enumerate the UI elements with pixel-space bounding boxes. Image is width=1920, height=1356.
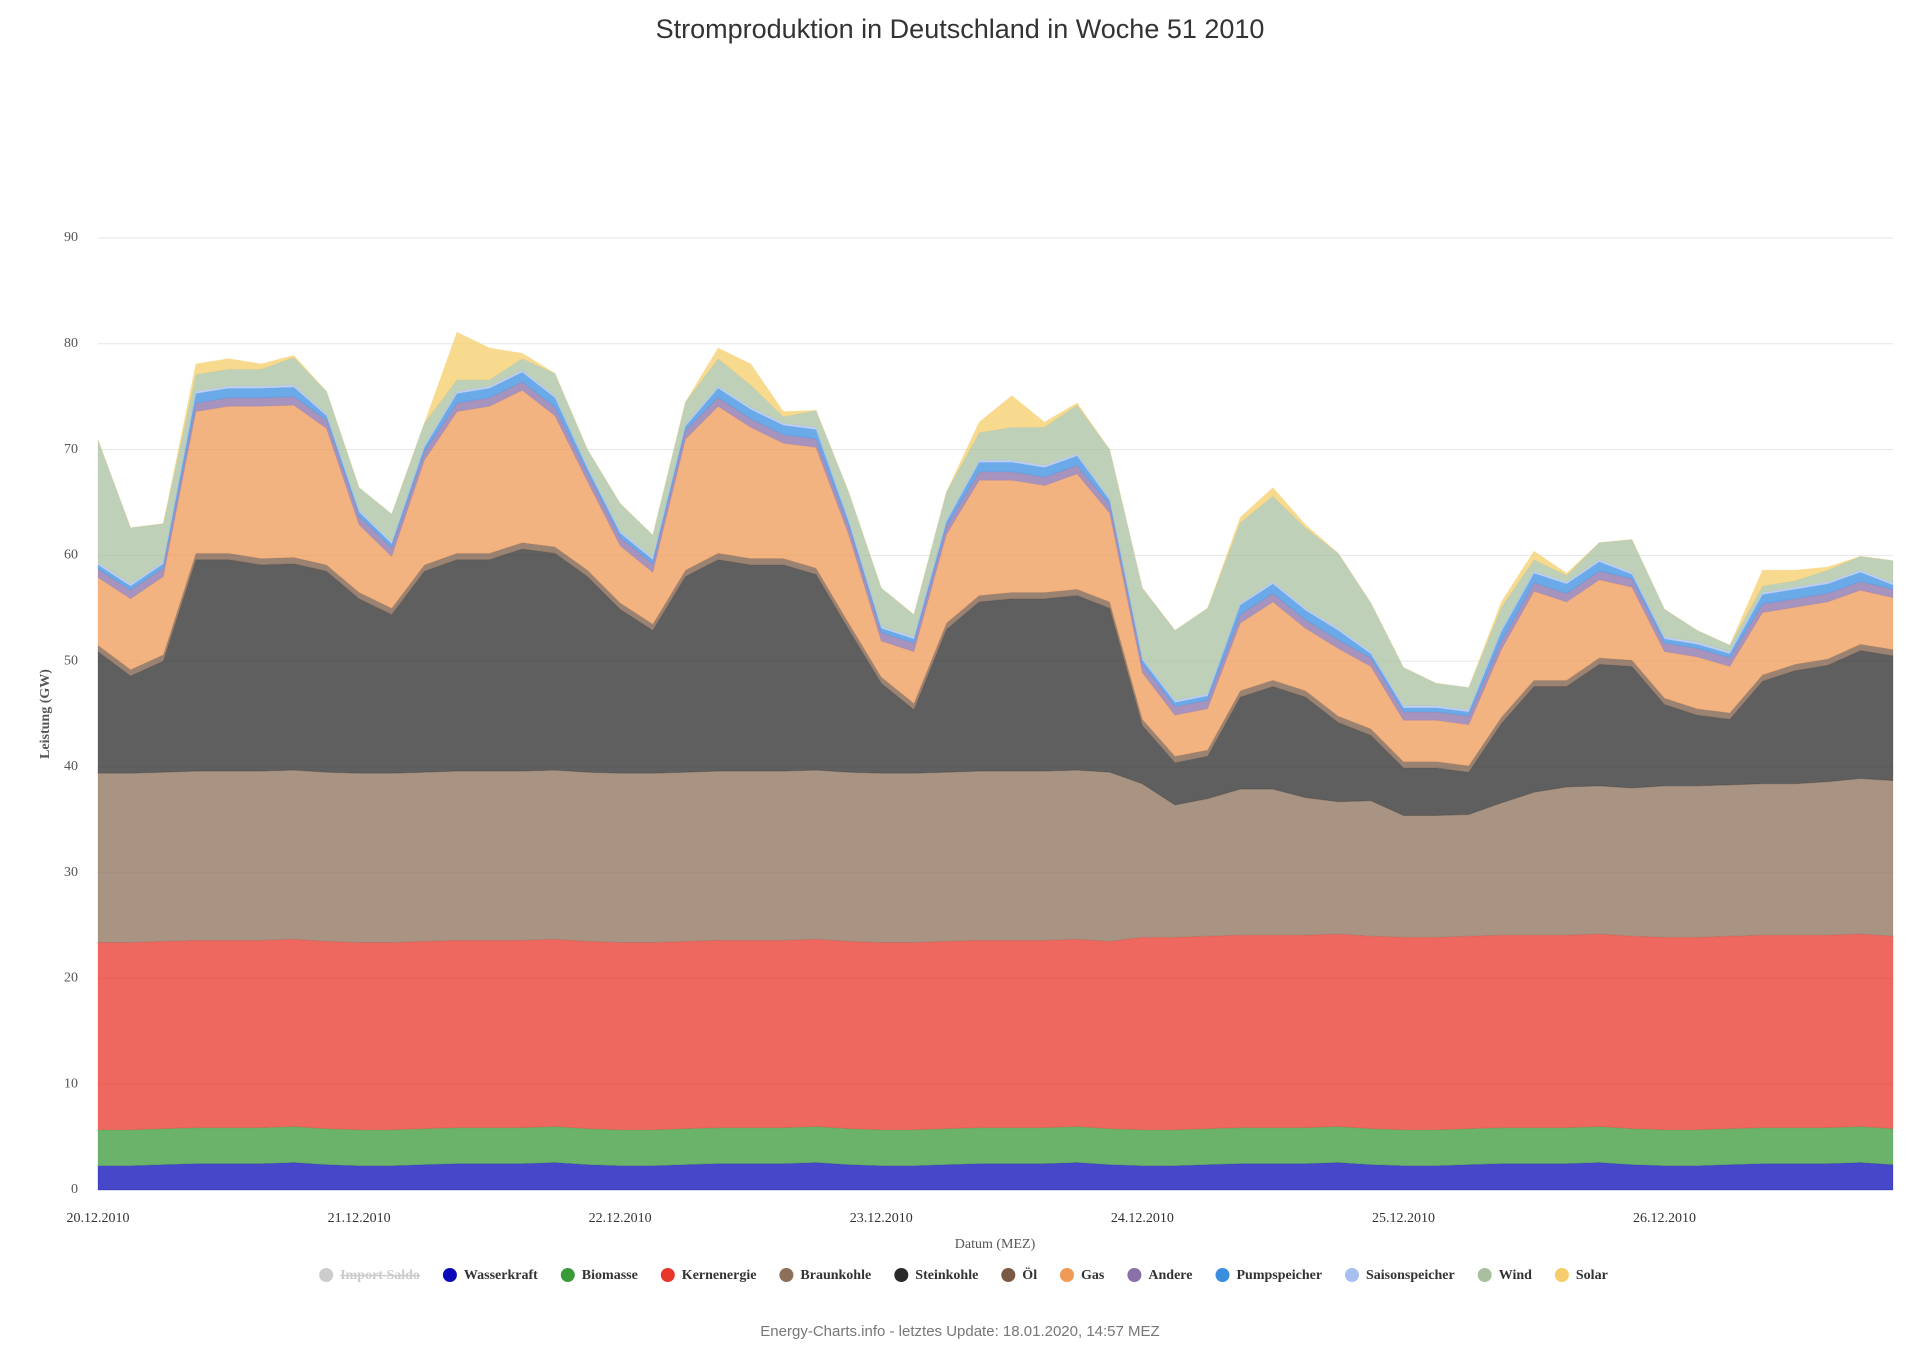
area [97, 389, 1894, 767]
legend-label: Öl [1022, 1266, 1037, 1283]
area [97, 769, 1894, 943]
legend-item[interactable]: Biomasse [560, 1268, 638, 1283]
chart-title: Stromproduktion in Deutschland in Woche … [656, 14, 1265, 44]
footer: Energy-Charts.info - letztes Update: 18.… [760, 1323, 1159, 1340]
legend-label: Kernenergie [682, 1268, 757, 1283]
legend-marker [1001, 1268, 1016, 1282]
x-tick-label: 22.12.2010 [589, 1211, 652, 1226]
legend-marker [660, 1268, 675, 1282]
legend-item[interactable]: Kernenergie [660, 1268, 757, 1283]
legend-marker [1477, 1268, 1492, 1282]
legend-item[interactable]: Öl [1001, 1266, 1037, 1283]
legend-item[interactable]: Steinkohle [894, 1268, 978, 1283]
y-tick-label: 60 [64, 548, 78, 563]
legend-marker [1060, 1268, 1074, 1282]
legend-marker [1215, 1268, 1230, 1282]
area [97, 369, 1894, 713]
area [97, 371, 1894, 717]
y-tick-label: 30 [64, 865, 78, 880]
legend-label: Wind [1499, 1268, 1532, 1283]
legend-item[interactable]: Saisonspeicher [1345, 1268, 1455, 1283]
y-tick-label: 80 [64, 336, 78, 351]
area [97, 331, 1894, 689]
area [97, 356, 1894, 711]
x-axis-title: Datum (MEZ) [955, 1237, 1036, 1252]
legend-item[interactable]: Solar [1554, 1268, 1608, 1283]
legend-marker [560, 1268, 575, 1282]
legend-marker [442, 1268, 457, 1282]
y-tick-label: 70 [64, 442, 78, 457]
y-tick-label: 90 [64, 230, 78, 245]
y-tick-label: 0 [71, 1182, 78, 1197]
legend-item[interactable]: Wind [1477, 1268, 1532, 1283]
areas [97, 331, 1894, 1191]
area [97, 1125, 1894, 1167]
legend-label: Biomasse [582, 1268, 638, 1283]
legend-label: Wasserkraft [464, 1268, 538, 1283]
legend-item[interactable]: Braunkohle [779, 1268, 871, 1283]
x-tick-label: 23.12.2010 [850, 1211, 913, 1226]
legend-label: Import Saldo [340, 1268, 420, 1283]
legend-marker [319, 1268, 334, 1282]
y-tick-label: 20 [64, 971, 78, 986]
area [97, 548, 1894, 816]
y-tick-label: 50 [64, 653, 78, 668]
legend-label: Saisonspeicher [1366, 1268, 1455, 1283]
y-tick-label: 40 [64, 759, 78, 774]
x-tick-label: 20.12.2010 [67, 1211, 130, 1226]
x-tick-label: 26.12.2010 [1633, 1211, 1696, 1226]
legend-marker [1127, 1268, 1142, 1282]
y-axis-title: Leistung (GW) [38, 669, 53, 759]
x-tick-label: 24.12.2010 [1111, 1211, 1174, 1226]
x-tick-label: 21.12.2010 [328, 1211, 391, 1226]
legend-label: Solar [1576, 1268, 1608, 1283]
legend-item[interactable]: Andere [1127, 1268, 1192, 1283]
x-tick-label: 25.12.2010 [1372, 1211, 1435, 1226]
area [97, 1161, 1894, 1191]
legend: Import Saldo Wasserkraft Biomasse Kernenerg… [319, 1266, 1608, 1283]
legend-label: Pumpspeicher [1237, 1268, 1323, 1283]
legend-item[interactable]: Import Saldo [319, 1268, 420, 1283]
legend-label: Steinkohle [915, 1268, 978, 1283]
legend-label: Gas [1081, 1268, 1105, 1283]
y-tick-label: 10 [64, 1076, 78, 1091]
legend-item[interactable]: Wasserkraft [442, 1268, 538, 1283]
legend-marker [1554, 1268, 1569, 1282]
legend-marker [779, 1268, 794, 1282]
legend-item[interactable]: Pumpspeicher [1215, 1268, 1323, 1283]
area [97, 933, 1894, 1131]
legend-label: Braunkohle [800, 1268, 871, 1283]
legend-item[interactable]: Gas [1060, 1268, 1105, 1283]
legend-marker [1345, 1268, 1359, 1282]
legend-label: Andere [1148, 1268, 1192, 1283]
legend-marker [894, 1268, 909, 1282]
area [97, 381, 1894, 726]
